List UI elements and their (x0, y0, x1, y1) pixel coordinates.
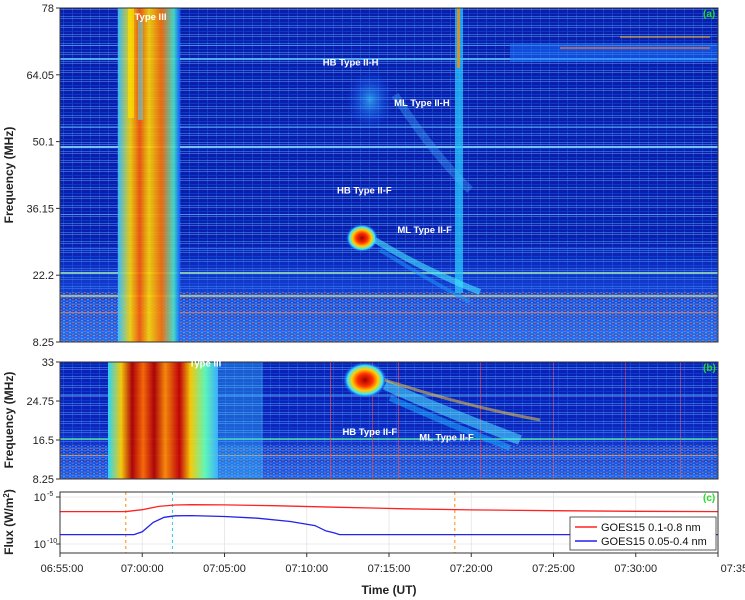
panel-a-ytick-tick-label: 8.25 (33, 337, 54, 349)
panel-b-ytick-tick-label: 8.25 (33, 474, 54, 486)
panel-c-markers (125, 492, 456, 553)
legend: GOES15 0.1-0.8 nm GOES15 0.05-0.4 nm (569, 516, 717, 551)
flux-series-line (60, 514, 718, 536)
x-axis-label: Time (UT) (361, 583, 416, 597)
flux-label-sup: 2 (2, 493, 11, 498)
type-iii-burst-b (108, 362, 218, 479)
panel-a-annotation: Type III (134, 12, 166, 23)
panel-c-xticks: 06:55:00 07:00:00 07:05:00 07:10:00 07:15:00… (41, 553, 745, 575)
panel-c-ytick-exponent: -10 (47, 538, 57, 545)
panel-a: 8.25 22.2 36.15 50.1 64.05 78 (a) Frequency (… (2, 3, 719, 349)
panel-b-yticks: 8.25 16.5 24.75 33 (26, 357, 60, 486)
panel-a-frame (59, 7, 719, 343)
x-tick-label: 07:15:00 (368, 563, 411, 575)
x-tick-label: 07:10:00 (285, 563, 328, 575)
panel-a-annotation: ML Type II-H (394, 98, 450, 109)
panel-a-ytick-tick-label: 50.1 (33, 137, 54, 149)
type-iii-burst-a (118, 8, 180, 342)
panel-a-ylabel: Frequency (MHz) (2, 127, 16, 224)
legend-entry: GOES15 0.05-0.4 nm (601, 536, 707, 548)
type-ii-f-blob-b (343, 362, 387, 398)
panel-c-ytick-exponent: -5 (47, 491, 53, 498)
panel-a-ytick-tick-label: 22.2 (33, 270, 54, 282)
panel-c-label: (c) (703, 493, 715, 504)
panel-a-ytick-tick-label: 36.15 (26, 203, 54, 215)
panel-b-annotation: Type III (189, 359, 221, 370)
legend-entry: GOES15 0.1-0.8 nm (601, 522, 701, 534)
panel-a-annotation: HB Type II-H (323, 57, 379, 68)
panel-c-ytick-label: 10 (34, 492, 46, 504)
panel-b-annotation: HB Type II-F (342, 427, 397, 438)
panel-c-ylabel: Flux (W/m2) (2, 489, 17, 555)
x-tick-label: 07:35:00 (721, 563, 745, 575)
x-tick-label: 07:05:00 (203, 563, 246, 575)
panel-b-annotations: Type III HB Type II-F ML Type II-F (189, 359, 474, 444)
panel-b-label: (b) (703, 363, 716, 374)
panel-b: 8.25 16.5 24.75 33 (b) Frequency (MHz) Type… (2, 357, 719, 486)
panel-b-annotation: ML Type II-F (419, 432, 474, 443)
flux-series-line (60, 504, 718, 513)
panel-c-series (60, 504, 718, 536)
flux-label-end: ) (2, 489, 16, 493)
x-tick-label: 06:55:00 (41, 563, 84, 575)
x-tick-label: 07:30:00 (614, 563, 657, 575)
x-tick-label: 07:20:00 (450, 563, 493, 575)
panel-b-ylabel: Frequency (MHz) (2, 372, 16, 469)
panel-b-ytick-tick-label: 33 (42, 357, 54, 369)
panel-c-yticks: 10 -510 -10 (34, 491, 60, 551)
panel-a-annotation: ML Type II-F (397, 225, 452, 236)
panel-a-annotation: HB Type II-F (337, 185, 392, 196)
legend-box (569, 516, 717, 551)
panel-a-ytick-tick-label: 64.05 (26, 70, 54, 82)
panel-c: 10 -510 -10 06:55:00 07:00:00 07:05:00 07:10:… (2, 489, 745, 597)
panel-b-ytick-tick-label: 16.5 (33, 435, 54, 447)
flux-label-main: Flux (W/m (2, 498, 16, 555)
panel-b-ytick-tick-label: 24.75 (26, 396, 54, 408)
panel-a-label: (a) (703, 9, 715, 20)
panel-c-ytick-label: 10 (34, 539, 46, 551)
x-tick-label: 07:25:00 (532, 563, 575, 575)
panel-a-annotations: Type III HB Type II-H ML Type II-H HB Type … (134, 12, 452, 236)
panel-b-frame (59, 361, 719, 480)
x-tick-label: 07:00:00 (121, 563, 164, 575)
type-ii-f-blob-a (346, 224, 378, 252)
panel-a-ytick-tick-label: 78 (42, 3, 54, 15)
panel-a-yticks: 8.25 22.2 36.15 50.1 64.05 78 (26, 3, 60, 349)
